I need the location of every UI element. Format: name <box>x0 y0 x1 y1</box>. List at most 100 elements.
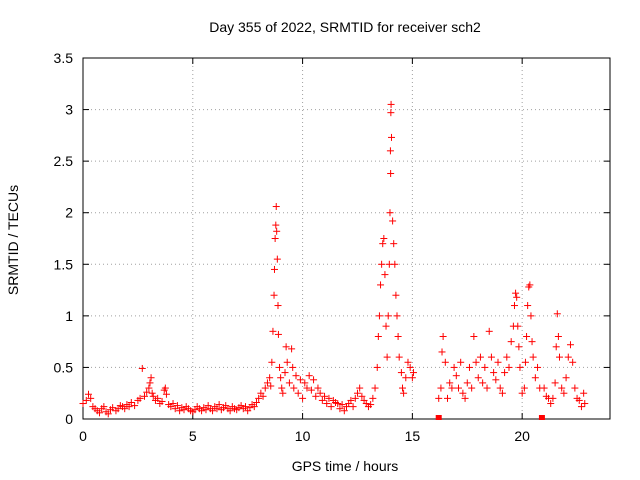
data-point <box>143 388 151 396</box>
data-point <box>252 398 260 406</box>
data-point <box>391 260 399 268</box>
data-point <box>538 415 545 420</box>
data-point <box>351 394 359 402</box>
data-point <box>392 291 400 299</box>
data-point <box>299 394 307 402</box>
data-point <box>560 389 568 397</box>
y-tick-label: 1.5 <box>54 256 74 272</box>
data-point <box>379 240 387 248</box>
data-point <box>378 260 386 268</box>
data-point <box>450 363 458 371</box>
data-point <box>375 312 383 320</box>
data-point <box>353 389 361 397</box>
data-point <box>513 293 521 301</box>
data-point <box>146 379 154 387</box>
data-point <box>162 390 170 398</box>
data-point <box>312 392 320 400</box>
data-point <box>173 402 181 410</box>
data-point <box>472 358 480 366</box>
chart-title: Day 355 of 2022, SRMTID for receiver sch… <box>209 19 481 35</box>
data-point <box>272 203 280 211</box>
x-tick-label: 15 <box>405 428 421 444</box>
data-point <box>95 409 103 417</box>
data-point <box>558 384 566 392</box>
data-point <box>566 341 574 349</box>
data-point <box>145 384 153 392</box>
data-point <box>496 384 504 392</box>
data-point <box>503 353 511 361</box>
data-point <box>307 386 315 394</box>
x-axis-label: GPS time / hours <box>292 458 399 474</box>
data-point <box>270 265 278 273</box>
data-point <box>369 394 377 402</box>
data-point <box>404 358 412 366</box>
data-point <box>278 384 286 392</box>
data-point <box>444 394 452 402</box>
data-point <box>526 281 534 289</box>
data-points <box>79 100 589 420</box>
data-point <box>367 401 375 409</box>
data-point <box>454 384 462 392</box>
data-point <box>494 358 502 366</box>
data-point <box>569 358 577 366</box>
data-point <box>303 384 311 392</box>
data-point <box>387 109 395 117</box>
data-point <box>289 363 297 371</box>
data-point <box>397 369 405 377</box>
data-point <box>127 398 135 406</box>
data-point <box>336 405 344 413</box>
data-point <box>131 402 139 410</box>
y-tick-label: 0.5 <box>54 359 74 375</box>
data-point <box>154 394 162 402</box>
data-point <box>269 327 277 335</box>
plot-frame <box>82 57 611 420</box>
data-point <box>518 389 526 397</box>
data-point <box>390 240 398 248</box>
data-point <box>148 389 156 397</box>
data-point <box>158 397 166 405</box>
x-tick-label: 20 <box>514 428 530 444</box>
data-point <box>388 133 396 141</box>
data-point <box>555 353 563 361</box>
data-point <box>288 345 296 353</box>
data-point <box>547 400 555 408</box>
data-point <box>441 358 449 366</box>
data-point <box>377 281 385 289</box>
data-point <box>387 170 395 178</box>
x-tick-label: 0 <box>79 428 87 444</box>
y-tick-label: 0 <box>65 411 73 427</box>
data-point <box>523 332 531 340</box>
data-point <box>476 353 484 361</box>
data-point <box>125 403 133 411</box>
data-point <box>581 400 589 408</box>
data-point <box>435 394 443 402</box>
y-axis-label: SRMTID / TECUs <box>5 185 21 295</box>
data-point <box>402 374 410 382</box>
data-point <box>507 338 515 346</box>
data-point <box>79 400 87 408</box>
data-point <box>461 394 469 402</box>
data-point <box>250 403 258 411</box>
data-point <box>87 394 95 402</box>
data-point <box>514 322 522 330</box>
data-point <box>408 374 416 382</box>
data-point <box>241 403 249 411</box>
data-point <box>371 384 379 392</box>
data-point <box>465 363 473 371</box>
data-point <box>82 396 90 404</box>
x-tick-label: 10 <box>295 428 311 444</box>
data-point <box>161 384 169 392</box>
data-point <box>553 310 561 318</box>
data-point <box>580 389 588 397</box>
data-point <box>314 384 322 392</box>
data-point <box>266 374 274 382</box>
data-point <box>448 384 456 392</box>
data-point <box>138 364 146 372</box>
data-point <box>483 384 491 392</box>
data-point <box>510 302 518 310</box>
data-point <box>554 332 562 340</box>
data-point <box>272 221 280 229</box>
data-point <box>381 271 389 279</box>
data-point <box>274 302 282 310</box>
